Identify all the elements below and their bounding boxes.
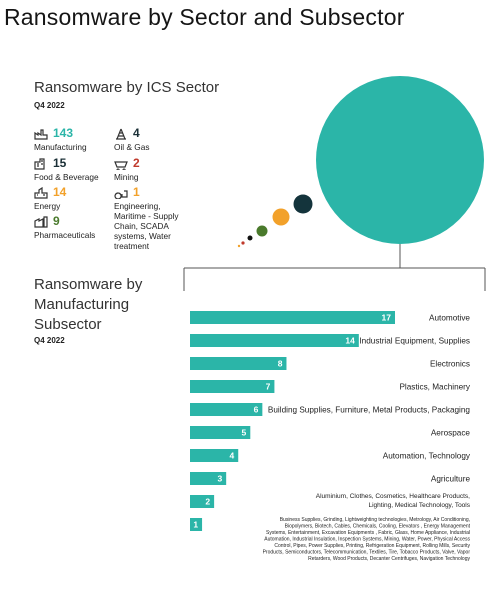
factory-icon xyxy=(34,129,48,140)
legend-label: Pharmaceuticals xyxy=(34,230,96,240)
page-title: Ransomware by Sector and Subsector xyxy=(4,4,405,30)
legend-value: 143 xyxy=(53,126,74,140)
bar xyxy=(190,334,359,347)
bar-category-label: Industrial Equipment, Supplies xyxy=(359,337,470,346)
legend-label: Manufacturing xyxy=(34,142,87,152)
bar xyxy=(190,449,239,462)
sector-bubble xyxy=(256,225,268,237)
bar xyxy=(190,426,251,439)
sector-bubble xyxy=(237,244,241,248)
sector-bubble xyxy=(272,208,290,226)
bar-category-label: Aerospace xyxy=(431,429,471,438)
oil-rig-icon xyxy=(116,128,126,140)
subsector-period: Q4 2022 xyxy=(34,336,65,345)
bar-value-label: 6 xyxy=(254,405,259,415)
power-plant-icon xyxy=(34,187,48,199)
bar-value-label: 4 xyxy=(230,451,235,461)
bar-value-label: 5 xyxy=(242,428,247,438)
bar-category-label: Automotive xyxy=(429,314,470,323)
bar-value-label: 2 xyxy=(205,497,210,507)
bracket-connector xyxy=(183,244,486,291)
bar xyxy=(190,380,275,393)
legend-label: Energy xyxy=(34,201,61,211)
sector-bubble xyxy=(293,194,313,214)
bar xyxy=(190,403,263,416)
bar xyxy=(190,518,203,531)
bar-category-label: Automation, Technology xyxy=(383,452,471,461)
sector-bubble xyxy=(247,235,253,241)
subsector-title-line: Ransomware by xyxy=(34,276,143,293)
legend-value: 2 xyxy=(133,156,140,170)
bar-value-label: 1 xyxy=(193,520,198,530)
subsector-chart-title: Ransomware by Manufacturing Subsector xyxy=(34,275,142,335)
bar-category-label: Agriculture xyxy=(431,475,471,484)
sector-bubble xyxy=(316,76,484,244)
sector-period: Q4 2022 xyxy=(34,101,65,110)
legend-value: 1 xyxy=(133,185,140,199)
bar-category-label: Aluminium, Clothes, Cosmetics, Healthcar… xyxy=(316,493,471,509)
legend-label: Engineering, Maritime - Supply Chain, SCAD… xyxy=(114,201,179,251)
bar xyxy=(190,357,287,370)
bar-value-label: 7 xyxy=(266,382,271,392)
subsector-title-line: Subsector xyxy=(34,316,102,333)
bar-value-label: 8 xyxy=(278,359,283,369)
legend-label: Oil & Gas xyxy=(114,142,150,152)
legend-value: 9 xyxy=(53,214,60,228)
legend-label: Food & Beverage xyxy=(34,172,99,182)
bar-category-label: Business Supplies, Grinding, Lightweight… xyxy=(263,517,471,562)
bar-category-label: Plastics, Machinery xyxy=(399,383,470,392)
pharma-factory-icon xyxy=(34,216,48,228)
gears-icon xyxy=(114,190,128,199)
bar xyxy=(190,311,395,324)
subsector-title-line: Manufacturing xyxy=(34,296,130,313)
bar-value-label: 17 xyxy=(382,313,392,323)
sector-chart-title: Ransomware by ICS Sector xyxy=(34,79,220,96)
sector-bubble xyxy=(241,241,245,245)
mining-cart-icon xyxy=(114,161,128,170)
bar-value-label: 3 xyxy=(217,474,222,484)
bar-category-label: Building Supplies, Furniture, Metal Prod… xyxy=(268,406,471,415)
bar xyxy=(190,472,227,485)
legend-label: Mining xyxy=(114,172,139,182)
food-factory-icon xyxy=(34,158,45,170)
legend-value: 4 xyxy=(133,126,140,140)
legend-value: 15 xyxy=(53,156,67,170)
bar-value-label: 14 xyxy=(345,336,355,346)
bar-category-label: Electronics xyxy=(430,360,470,369)
bar xyxy=(190,495,215,508)
legend-value: 14 xyxy=(53,185,67,199)
